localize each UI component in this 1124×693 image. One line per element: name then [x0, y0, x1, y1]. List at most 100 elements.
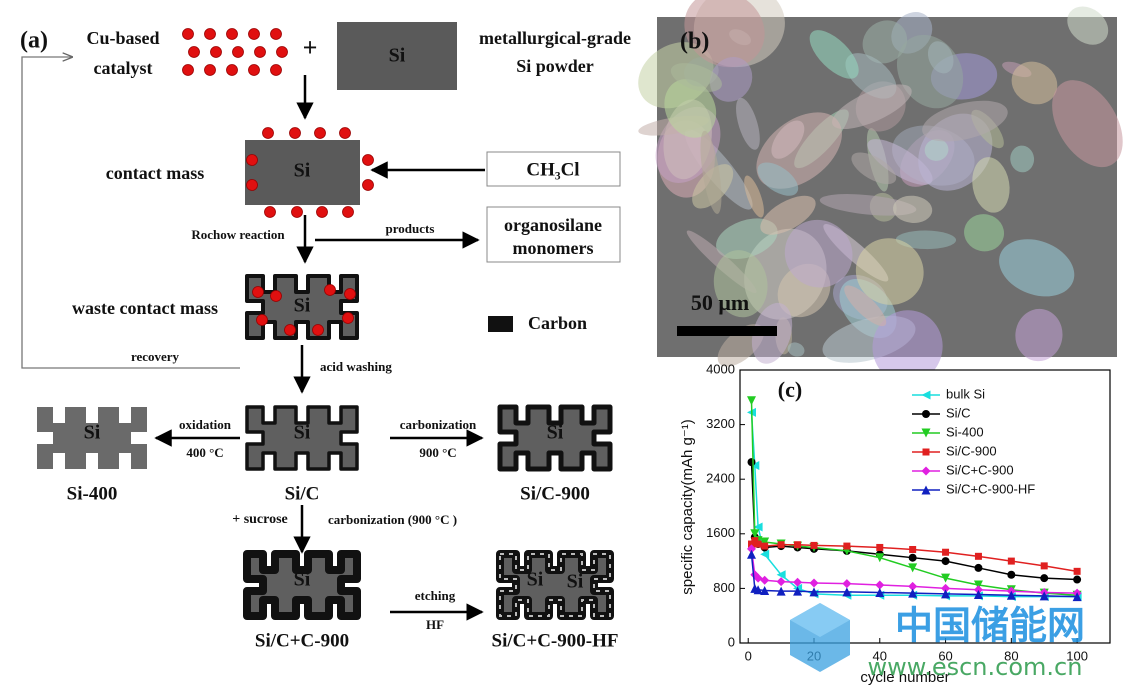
catalyst-dot	[226, 28, 238, 40]
marker	[1073, 567, 1081, 575]
watermark-logo	[790, 603, 850, 637]
label: Si	[294, 295, 311, 317]
label: Si	[294, 160, 311, 182]
particle-blob	[757, 162, 799, 196]
catalyst-dot	[270, 28, 282, 40]
marker	[921, 428, 931, 438]
particle-blob	[684, 0, 765, 68]
label: recovery	[131, 349, 180, 364]
marker	[747, 458, 756, 467]
label: carbonization (900 °C )	[328, 512, 457, 527]
marker	[1007, 557, 1015, 565]
y-tick-label: 3200	[706, 416, 735, 431]
marker	[754, 540, 762, 548]
marker	[747, 544, 757, 554]
particle-blob	[867, 139, 933, 185]
particles	[37, 28, 614, 620]
particle	[37, 407, 147, 469]
particle-blob	[670, 63, 722, 92]
label: CH₃Cl	[526, 159, 579, 180]
marker	[941, 573, 951, 583]
catalyst-dot	[270, 290, 282, 302]
marker	[973, 580, 983, 590]
catalyst-dot	[182, 28, 194, 40]
catalyst-dot	[344, 288, 356, 300]
marker	[875, 553, 885, 563]
x-tick-label: 100	[1066, 648, 1088, 663]
particle-blob	[664, 79, 717, 138]
label: Si	[294, 569, 311, 591]
catalyst-dot	[316, 206, 328, 218]
marker	[973, 585, 983, 595]
labels: (a) Cu-based catalyst + Si metallurgical-grad…	[20, 28, 749, 652]
legend-label: bulk Si	[946, 386, 985, 401]
particle-blob	[862, 20, 908, 64]
particle-blob	[892, 195, 933, 223]
catalyst-dot	[226, 64, 238, 76]
label: products	[386, 221, 435, 236]
catalyst-dot	[204, 64, 216, 76]
sem-image	[638, 0, 1123, 384]
particle-blob	[844, 285, 887, 327]
marker	[776, 586, 786, 596]
legend-label: Si/C+C-900-HF	[946, 481, 1035, 496]
particle-blob	[851, 152, 897, 185]
marker	[922, 410, 930, 418]
particle-blob	[999, 239, 1075, 297]
particle-blob	[1010, 145, 1035, 173]
label: contact mass	[106, 163, 204, 183]
marker	[908, 563, 918, 573]
particle-blob	[972, 157, 1010, 213]
label: Si	[84, 422, 101, 444]
marker	[921, 390, 931, 400]
label: etching	[415, 588, 456, 603]
marker	[753, 573, 763, 583]
particle-blob	[1011, 61, 1058, 105]
marker	[753, 585, 763, 595]
label: 900 °C	[419, 445, 456, 460]
legend-label: Si/C+C-900	[946, 462, 1014, 477]
x-tick-label: 80	[1004, 648, 1018, 663]
marker	[908, 581, 918, 591]
catalyst-dot	[324, 284, 336, 296]
marker	[974, 552, 982, 560]
catalyst-dot	[289, 127, 301, 139]
label: Si/C+C-900	[255, 630, 349, 651]
label: Rochow reaction	[191, 227, 285, 242]
y-tick-label: 4000	[706, 361, 735, 376]
particle-blob	[855, 238, 924, 305]
label: HF	[426, 617, 444, 632]
marker	[941, 557, 950, 566]
marker	[842, 587, 852, 597]
marker	[922, 448, 930, 456]
catalyst-dot	[246, 179, 258, 191]
marker	[909, 545, 917, 553]
catalyst-dot	[252, 286, 264, 298]
label: Si-400	[67, 483, 118, 504]
catalyst-dot	[342, 206, 354, 218]
catalyst-dot	[182, 64, 194, 76]
particle-blob	[819, 194, 917, 216]
y-tick-label: 1600	[706, 525, 735, 540]
label: carbonization	[400, 417, 477, 432]
label: oxidation	[179, 417, 232, 432]
reagent-box	[486, 151, 621, 187]
si-powder-box	[337, 22, 457, 90]
marker	[942, 548, 950, 556]
particle-blob	[709, 57, 753, 102]
catalyst-dot	[210, 46, 222, 58]
catalyst-dot	[339, 127, 351, 139]
label: (b)	[680, 29, 709, 55]
label: Carbon	[528, 313, 587, 333]
marker	[1073, 575, 1082, 584]
marker	[876, 543, 884, 551]
label: monomers	[513, 238, 594, 258]
particle-blob	[787, 342, 805, 357]
catalyst-dot	[291, 206, 303, 218]
particle-blob	[832, 84, 912, 130]
label: Si	[389, 45, 406, 67]
label: metallurgical-grade	[479, 28, 631, 48]
marker	[760, 575, 770, 585]
marker	[777, 541, 785, 549]
marker	[810, 541, 818, 549]
